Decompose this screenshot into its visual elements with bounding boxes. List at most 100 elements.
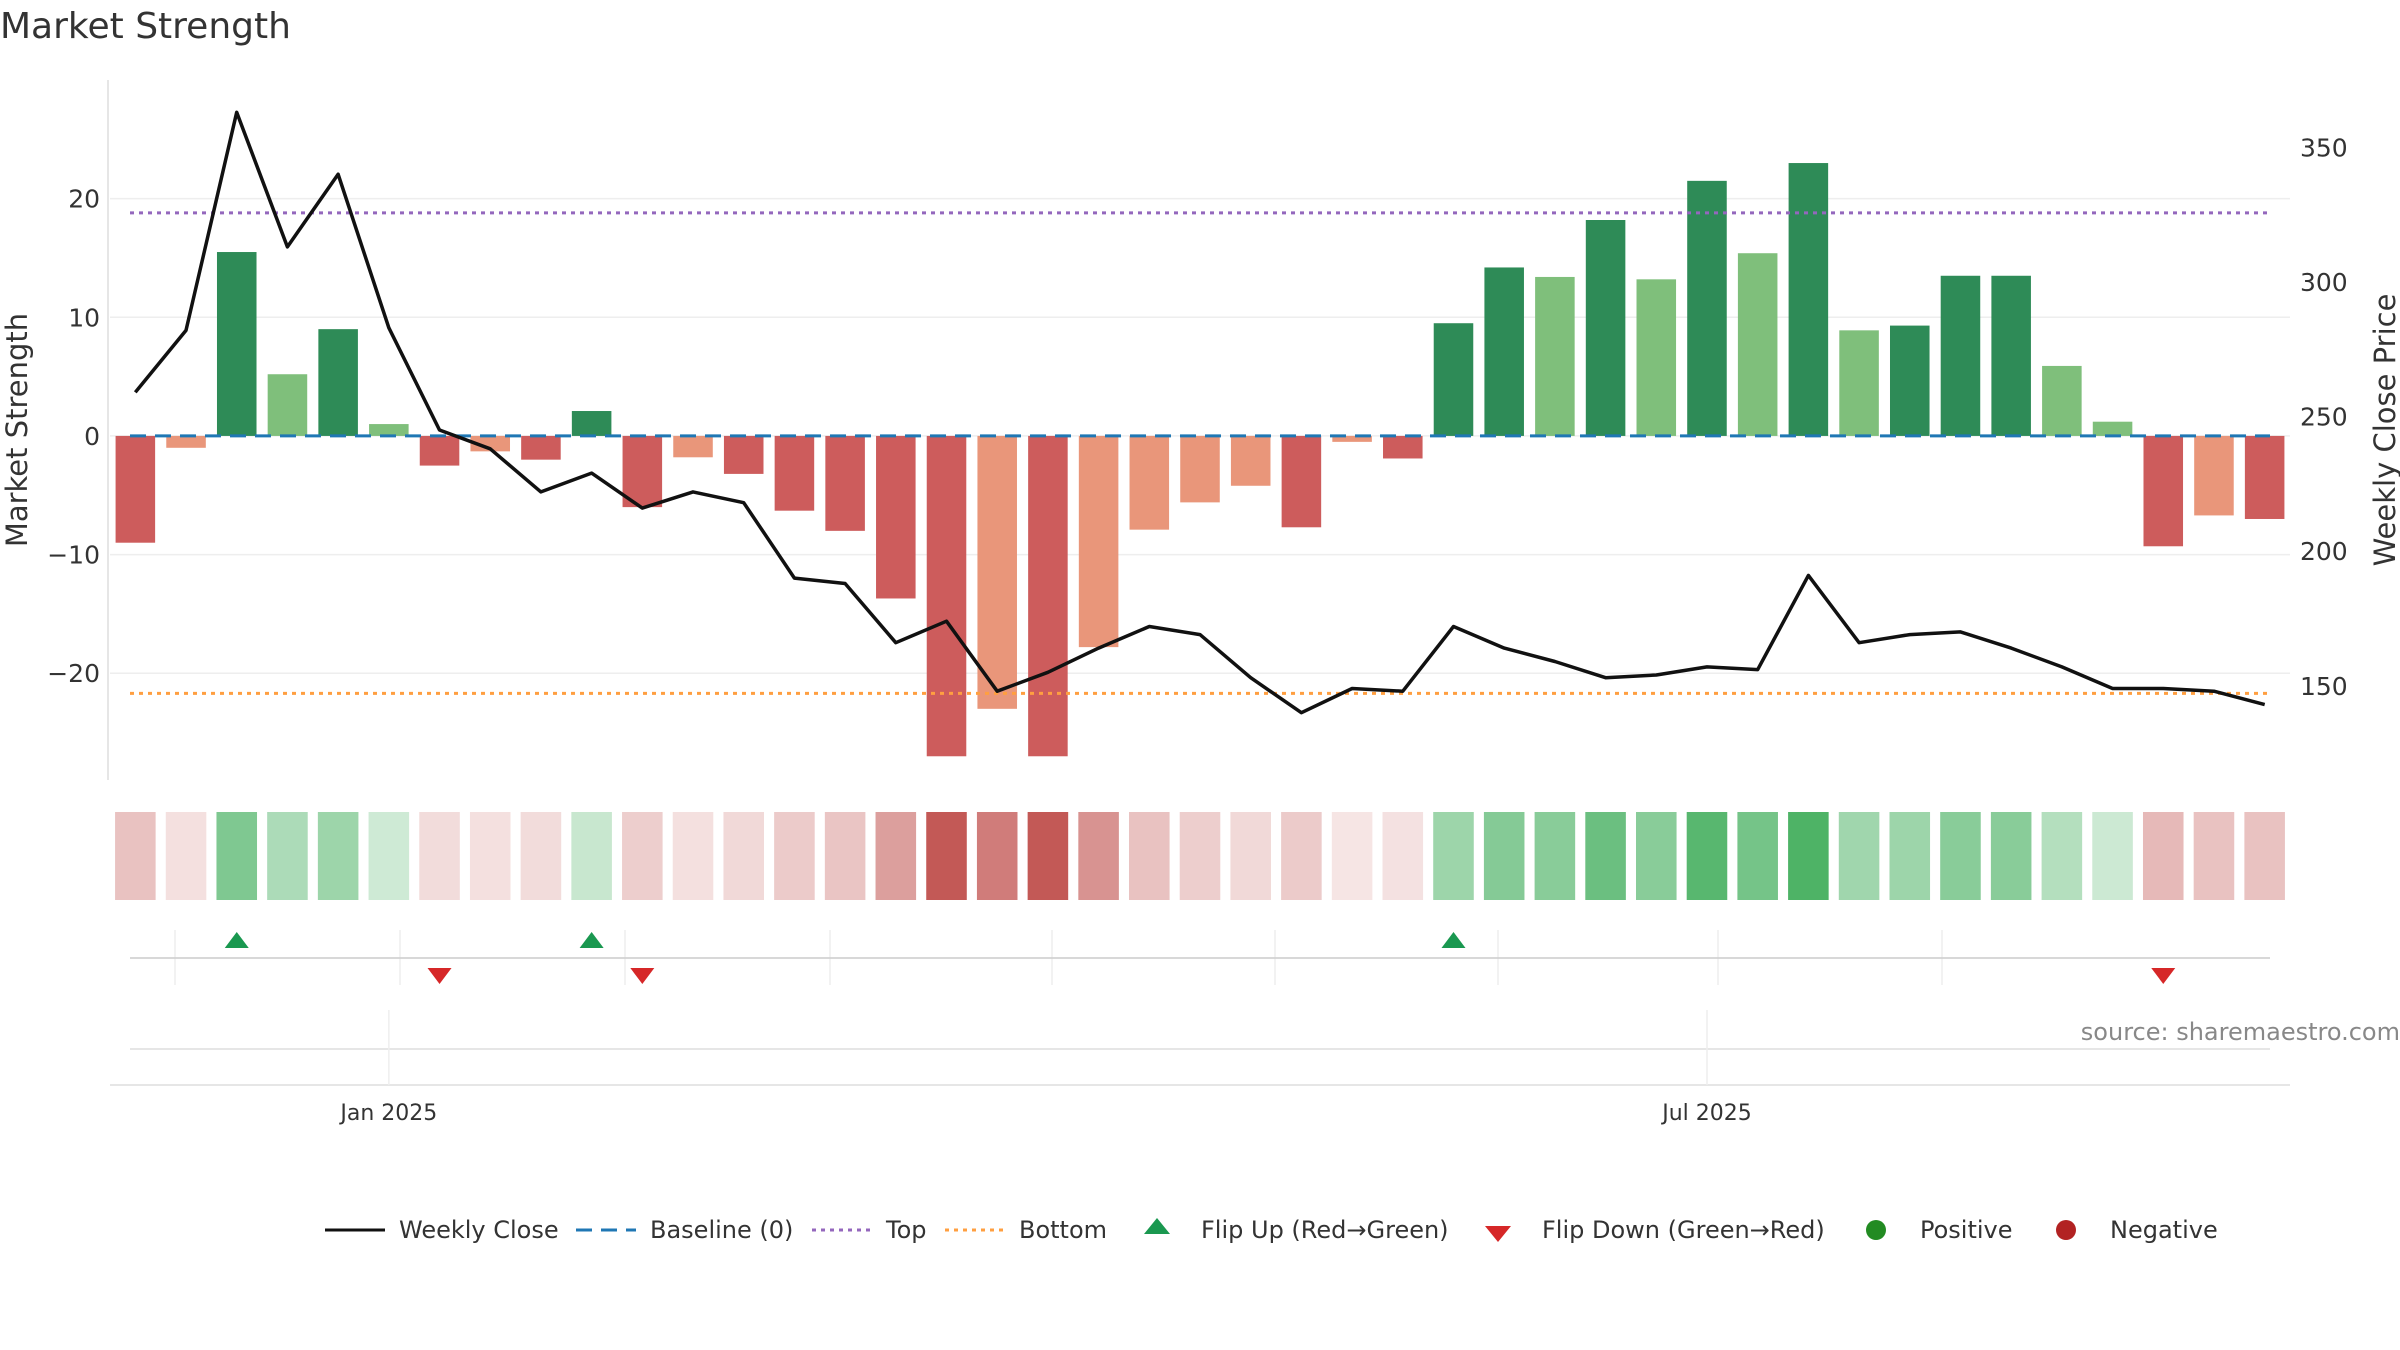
- heat-cell: [317, 812, 359, 900]
- strength-bar: [1332, 435, 1372, 442]
- heat-cell: [1382, 812, 1424, 900]
- positive-dot-icon: [1866, 1220, 1886, 1240]
- flip-down-marker: [630, 968, 655, 984]
- legend-item-top: Top: [812, 1210, 927, 1250]
- strength-bar: [216, 252, 257, 436]
- strength-bar: [1078, 435, 1119, 648]
- heat-cell: [1027, 812, 1069, 900]
- heat-cell: [2142, 812, 2184, 900]
- heat-cell: [622, 812, 663, 900]
- legend-item-flip-up: Flip Up (Red→Green): [1127, 1210, 1449, 1250]
- legend-label: Baseline (0): [650, 1216, 794, 1244]
- strength-bar: [926, 435, 967, 757]
- heat-cell: [115, 812, 156, 900]
- x-tick-label: Jan 2025: [338, 1101, 437, 1126]
- heat-cell: [267, 812, 308, 900]
- strength-bar: [723, 435, 764, 474]
- legend-label: Flip Up (Red→Green): [1201, 1216, 1449, 1244]
- heat-cell: [1636, 812, 1677, 900]
- heat-cell: [672, 812, 714, 900]
- heat-cell: [1483, 812, 1525, 900]
- y-tick-label-left: 0: [84, 422, 100, 451]
- legend-item-negative: Negative: [2036, 1210, 2218, 1250]
- heat-strip: [115, 812, 2285, 900]
- weekly-close-layer: [133, 110, 2266, 715]
- legend-item-weekly-close: Weekly Close: [325, 1210, 559, 1250]
- legend-label: Positive: [1920, 1216, 2013, 1244]
- flip-down-marker: [2151, 968, 2176, 984]
- y-tick-label-left: 10: [68, 303, 100, 332]
- heat-cell: [2041, 812, 2083, 900]
- legend-label: Top: [886, 1216, 927, 1244]
- heat-cell: [1179, 812, 1221, 900]
- strength-bar: [1636, 279, 1677, 436]
- heat-cell: [1331, 812, 1373, 900]
- y-tick-label-left: −10: [47, 541, 100, 570]
- heat-cell: [824, 812, 866, 900]
- legend-label: Weekly Close: [399, 1216, 559, 1244]
- strength-bar: [1383, 435, 1423, 459]
- strength-bar: [622, 435, 663, 508]
- axis-layer: 20 10 0 −10 −20 350 300 250 200 150 Market Strengt…: [0, 80, 2400, 780]
- y-tick-label-left: −20: [47, 659, 100, 688]
- strength-bar: [1889, 325, 1930, 436]
- strength-bar: [1281, 435, 1322, 528]
- strength-bar: [2092, 421, 2133, 436]
- heat-cell: [1788, 812, 1829, 900]
- strength-bar: [673, 435, 713, 458]
- weekly-close-line: [133, 110, 2266, 715]
- heat-cell: [1129, 812, 1170, 900]
- heat-cell: [165, 812, 207, 900]
- heat-cell: [1281, 812, 1322, 900]
- reference-lines: [130, 211, 2270, 695]
- strength-bar: [419, 435, 460, 466]
- strength-bars: [115, 163, 2285, 757]
- legend-label: Negative: [2110, 1216, 2218, 1244]
- triangle-down-icon: [1485, 1226, 1511, 1242]
- strength-bar: [267, 374, 308, 436]
- y-tick-label-right: 150: [2300, 672, 2348, 701]
- heat-cell: [976, 812, 1018, 900]
- strength-bar: [470, 435, 511, 452]
- strength-bar: [369, 424, 409, 436]
- x-tick-label: Jul 2025: [1660, 1101, 1752, 1126]
- heat-cell: [520, 812, 562, 900]
- legend-label: Bottom: [1019, 1216, 1108, 1244]
- legend-item-positive: Positive: [1846, 1210, 2013, 1250]
- y-tick-label-left: 20: [68, 185, 100, 214]
- strength-bar: [1737, 253, 1778, 436]
- legend-item-baseline: Baseline (0): [576, 1210, 793, 1250]
- legend-item-flip-down: Flip Down (Green→Red): [1468, 1210, 1825, 1250]
- date-axis-panel: Jan 2025 Jul 2025: [110, 1010, 2290, 1126]
- strength-bar: [318, 329, 358, 436]
- heat-cell: [1433, 812, 1474, 900]
- strength-bar: [1433, 323, 1474, 436]
- y-axis-label-left: Market Strength: [0, 313, 34, 547]
- heat-cell: [926, 812, 967, 900]
- strength-bar: [1535, 276, 1575, 436]
- heat-cell: [774, 812, 815, 900]
- heat-cell: [1230, 812, 1271, 900]
- strength-bar: [1230, 435, 1271, 486]
- strength-bar: [1940, 275, 1981, 436]
- strength-bar: [115, 435, 156, 543]
- heat-cell: [419, 812, 460, 900]
- top-swatch: [812, 1228, 872, 1232]
- strength-bar: [1991, 275, 2031, 436]
- baseline-swatch: [576, 1228, 636, 1232]
- legend: Weekly Close Baseline (0) Top Bottom Fli…: [0, 1210, 2400, 1250]
- flip-up-marker: [1441, 932, 1466, 948]
- heat-cell: [571, 812, 612, 900]
- strength-bar: [1839, 330, 1879, 436]
- strength-bar: [977, 435, 1017, 709]
- strength-bar: [2042, 365, 2082, 436]
- flip-marker-panel: [130, 930, 2270, 985]
- y-tick-label-right: 350: [2300, 133, 2348, 162]
- heat-cell: [1078, 812, 1119, 900]
- flip-up-marker: [224, 932, 249, 948]
- heat-cell: [1686, 812, 1728, 900]
- heat-cell: [1889, 812, 1931, 900]
- strength-bar: [571, 411, 612, 436]
- heat-cell: [1534, 812, 1576, 900]
